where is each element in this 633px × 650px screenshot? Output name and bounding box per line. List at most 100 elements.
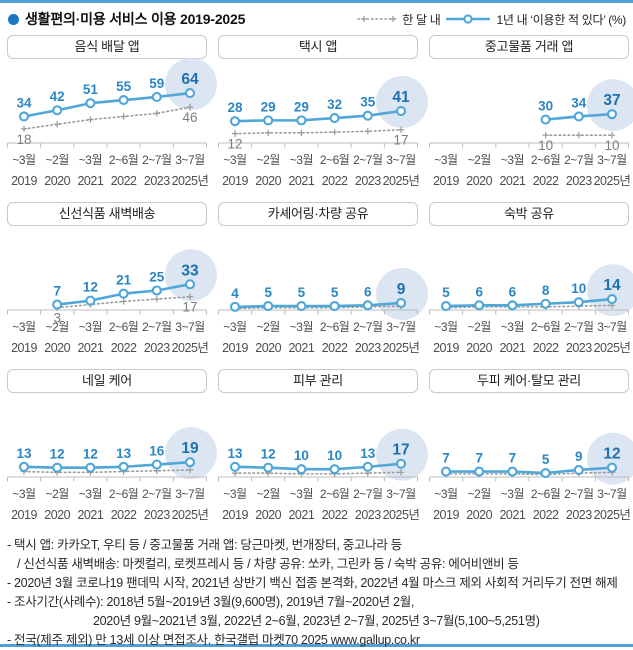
svg-text:~3월: ~3월 (12, 487, 35, 501)
svg-text:7: 7 (509, 451, 517, 466)
svg-text:2~7월: 2~7월 (564, 320, 593, 334)
svg-text:17: 17 (392, 442, 409, 459)
svg-text:~3월: ~3월 (79, 153, 102, 167)
chart-title-skin-care: 피부 관리 (218, 369, 418, 393)
svg-text:2025년: 2025년 (383, 174, 420, 188)
svg-text:~3월: ~3월 (434, 487, 457, 501)
svg-text:51: 51 (83, 82, 99, 97)
svg-text:6: 6 (509, 284, 517, 299)
svg-text:10: 10 (538, 138, 553, 153)
svg-text:2022: 2022 (111, 174, 137, 188)
legend-monthly-dotted-line-icon (357, 16, 397, 22)
svg-text:2~7월: 2~7월 (353, 487, 382, 501)
svg-text:10: 10 (294, 448, 309, 463)
svg-text:2023: 2023 (144, 508, 170, 522)
svg-text:~3월: ~3월 (12, 153, 35, 167)
svg-text:29: 29 (261, 99, 276, 114)
svg-text:~2월: ~2월 (468, 153, 491, 167)
svg-text:~3월: ~3월 (501, 320, 524, 334)
chart-title-car-sharing: 카셰어링·차량 공유 (218, 202, 418, 226)
legend-yearly-solid-line-icon (446, 14, 491, 24)
svg-text:5: 5 (331, 285, 339, 300)
legend: 한 달 내 1년 내 ‘이용한 적 있다’ (%) (357, 11, 626, 28)
svg-text:32: 32 (327, 97, 342, 112)
svg-text:34: 34 (571, 95, 587, 110)
svg-text:~3월: ~3월 (434, 320, 457, 334)
svg-text:2022: 2022 (533, 508, 559, 522)
chart-canvas-nail-care: 13 12 12 13 16 19 ~3월 ~2월 ~3월 2~6월 2~7월 3~7월 2019 202… (7, 427, 217, 522)
svg-text:2019: 2019 (11, 341, 37, 355)
chart-canvas-food-delivery-app: 18 46 34 42 51 55 59 64 ~3월 ~2월 ~3월 2~6월 2~7월 3~7월 201… (7, 58, 217, 188)
svg-text:2023: 2023 (566, 508, 592, 522)
footnotes: - 택시 앱: 카카오T, 우티 등 / 중고물품 거래 앱: 당근마켓, 번개… (7, 536, 626, 650)
chart-panel-lodging-share: 숙박 공유 5 6 6 8 10 14 ~3월 ~2월 ~3월 2~6월 2~7월 3~7월 2019 20… (429, 202, 633, 362)
svg-text:42: 42 (50, 89, 65, 104)
svg-text:2025년: 2025년 (594, 508, 631, 522)
svg-text:~2월: ~2월 (46, 320, 69, 334)
svg-text:~3월: ~3월 (79, 487, 102, 501)
svg-text:12: 12 (603, 446, 620, 463)
svg-text:2023: 2023 (144, 174, 170, 188)
svg-text:2020: 2020 (466, 508, 492, 522)
svg-text:2023: 2023 (566, 341, 592, 355)
svg-text:6: 6 (475, 284, 483, 299)
svg-text:3~7월: 3~7월 (386, 320, 415, 334)
chart-title-taxi-app: 택시 앱 (218, 35, 418, 59)
svg-text:12: 12 (83, 280, 98, 295)
svg-text:17: 17 (182, 300, 197, 315)
svg-text:2~6월: 2~6월 (320, 487, 349, 501)
svg-text:~2월: ~2월 (468, 320, 491, 334)
svg-text:2~6월: 2~6월 (320, 153, 349, 167)
svg-text:10: 10 (571, 281, 586, 296)
svg-text:~2월: ~2월 (257, 320, 280, 334)
svg-text:5: 5 (264, 285, 272, 300)
svg-text:37: 37 (603, 92, 620, 109)
chart-title-nail-care: 네일 케어 (7, 369, 207, 393)
svg-text:2025년: 2025년 (383, 508, 420, 522)
svg-text:2~7월: 2~7월 (142, 487, 171, 501)
svg-text:34: 34 (16, 95, 32, 110)
svg-text:2~6월: 2~6월 (109, 487, 138, 501)
svg-text:~2월: ~2월 (257, 153, 280, 167)
svg-text:13: 13 (116, 446, 132, 461)
svg-text:2020: 2020 (255, 341, 281, 355)
chart-title-food-delivery-app: 음식 배달 앱 (7, 35, 207, 59)
chart-canvas-skin-care: 13 12 10 10 13 17 ~3월 ~2월 ~3월 2~6월 2~7월 3~7월 2019 202… (218, 428, 428, 522)
svg-text:2020: 2020 (44, 174, 70, 188)
svg-text:2019: 2019 (11, 174, 37, 188)
chart-panel-scalp-hair-care: 두피 케어·탈모 관리 7 7 7 5 9 12 ~3월 ~2월 ~3월 2~6월 2~7월 3~7월 2… (429, 369, 633, 529)
svg-text:7: 7 (475, 451, 483, 466)
svg-text:2021: 2021 (499, 508, 525, 522)
svg-text:2019: 2019 (222, 174, 248, 188)
svg-text:19: 19 (181, 440, 199, 457)
svg-text:2021: 2021 (499, 174, 525, 188)
svg-text:~2월: ~2월 (257, 487, 280, 501)
svg-text:~3월: ~3월 (434, 153, 457, 167)
chart-panel-car-sharing: 카셰어링·차량 공유 4 5 5 5 6 9 ~3월 ~2월 ~3월 2~6월 2~7월 3~7월 201… (218, 202, 428, 362)
svg-text:7: 7 (442, 451, 450, 466)
page-header: 생활편의·미용 서비스 이용 2019-2025 한 달 내 1년 내 ‘이용한… (7, 7, 626, 31)
svg-text:2025년: 2025년 (172, 341, 209, 355)
svg-text:~3월: ~3월 (12, 320, 35, 334)
chart-panel-fresh-food-dawn-delivery: 신선식품 새벽배송 3 17 7 12 21 25 33 ~3월 ~2월 ~3월 2~6월 2~7월 3~… (7, 202, 217, 362)
svg-text:2020: 2020 (255, 508, 281, 522)
svg-text:2022: 2022 (322, 341, 348, 355)
svg-text:2~6월: 2~6월 (320, 320, 349, 334)
chart-canvas-secondhand-trade-app: 10 10 30 34 37 ~3월 ~2월 ~3월 2~6월 2~7월 3~7월 2019 2020 2… (429, 79, 633, 188)
svg-text:~3월: ~3월 (290, 153, 313, 167)
svg-text:2019: 2019 (433, 174, 459, 188)
svg-text:55: 55 (116, 79, 132, 94)
svg-text:3~7월: 3~7월 (597, 487, 626, 501)
svg-text:64: 64 (181, 71, 199, 88)
svg-text:2023: 2023 (144, 341, 170, 355)
svg-text:16: 16 (149, 444, 165, 459)
footnote-services-2: / 신선식품 새벽배송: 마켓컬리, 로켓프레시 등 / 차량 공유: 쏘카, … (17, 557, 519, 571)
svg-text:21: 21 (116, 273, 132, 288)
svg-text:3~7월: 3~7월 (386, 487, 415, 501)
svg-text:2~7월: 2~7월 (564, 487, 593, 501)
svg-text:~2월: ~2월 (46, 487, 69, 501)
svg-text:41: 41 (392, 89, 410, 106)
svg-text:4: 4 (231, 286, 239, 301)
svg-text:3~7월: 3~7월 (597, 320, 626, 334)
svg-text:59: 59 (149, 76, 164, 91)
